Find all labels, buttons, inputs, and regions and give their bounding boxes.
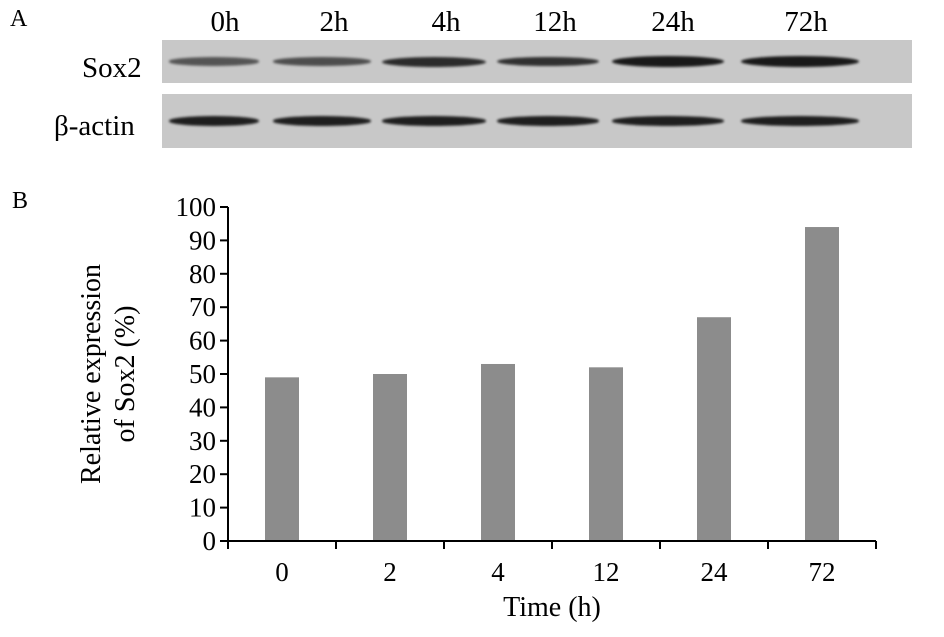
y-tick-label-60: 60 <box>189 326 216 356</box>
y-tick-label-70: 70 <box>189 292 216 322</box>
y-tick-label-80: 80 <box>189 259 216 289</box>
y-tick-label-30: 30 <box>189 426 216 456</box>
band-beta-actin-2h <box>273 116 371 126</box>
blot-strip-sox2 <box>162 40 912 83</box>
x-tick-label-0: 0 <box>275 557 289 587</box>
y-tick-label-10: 10 <box>189 493 216 523</box>
y-tick-label-50: 50 <box>189 359 216 389</box>
band-beta-actin-72h <box>741 116 859 126</box>
band-beta-actin-24h <box>612 116 724 126</box>
y-tick-label-40: 40 <box>189 392 216 422</box>
band-sox2-0h <box>169 57 259 66</box>
band-sox2-12h <box>497 56 599 67</box>
lane-label-4h: 4h <box>431 6 461 38</box>
row-label-beta-actin: β-actin <box>54 110 135 142</box>
lane-label-24h: 24h <box>651 6 695 38</box>
x-tick-label-72: 72 <box>809 557 836 587</box>
row-label-sox2: Sox2 <box>82 52 142 84</box>
y-tick-label-100: 100 <box>176 192 217 222</box>
bar-12 <box>589 367 623 541</box>
band-beta-actin-12h <box>497 116 599 126</box>
bar-24 <box>697 317 731 541</box>
x-tick-label-12: 12 <box>593 557 620 587</box>
band-sox2-24h <box>612 56 724 67</box>
panel-b-letter: B <box>12 188 29 214</box>
band-sox2-4h <box>382 56 486 67</box>
y-tick-label-0: 0 <box>203 526 217 556</box>
lane-label-0h: 0h <box>210 6 240 38</box>
bar-0 <box>265 377 299 541</box>
x-tick-label-4: 4 <box>491 557 505 587</box>
y-axis-label-line-1: Relative expression <box>76 264 107 484</box>
y-tick-label-90: 90 <box>189 225 216 255</box>
band-beta-actin-0h <box>169 116 259 126</box>
lane-label-72h: 72h <box>784 6 828 38</box>
panel-a-letter: A <box>10 6 28 32</box>
y-axis-label-line-2: of Sox2 (%) <box>110 306 141 443</box>
x-tick-label-2: 2 <box>383 557 397 587</box>
bar-2 <box>373 374 407 541</box>
bar-72 <box>805 227 839 542</box>
lane-label-12h: 12h <box>533 6 577 38</box>
x-axis-label: Time (h) <box>503 592 601 623</box>
blot-strip-beta-actin <box>162 94 912 148</box>
bar-4 <box>481 363 515 541</box>
y-tick-label-20: 20 <box>189 459 216 489</box>
lane-label-2h: 2h <box>319 6 349 38</box>
band-sox2-72h <box>741 56 859 67</box>
band-beta-actin-4h <box>382 116 486 126</box>
x-tick-label-24: 24 <box>701 557 729 587</box>
band-sox2-2h <box>273 57 371 66</box>
